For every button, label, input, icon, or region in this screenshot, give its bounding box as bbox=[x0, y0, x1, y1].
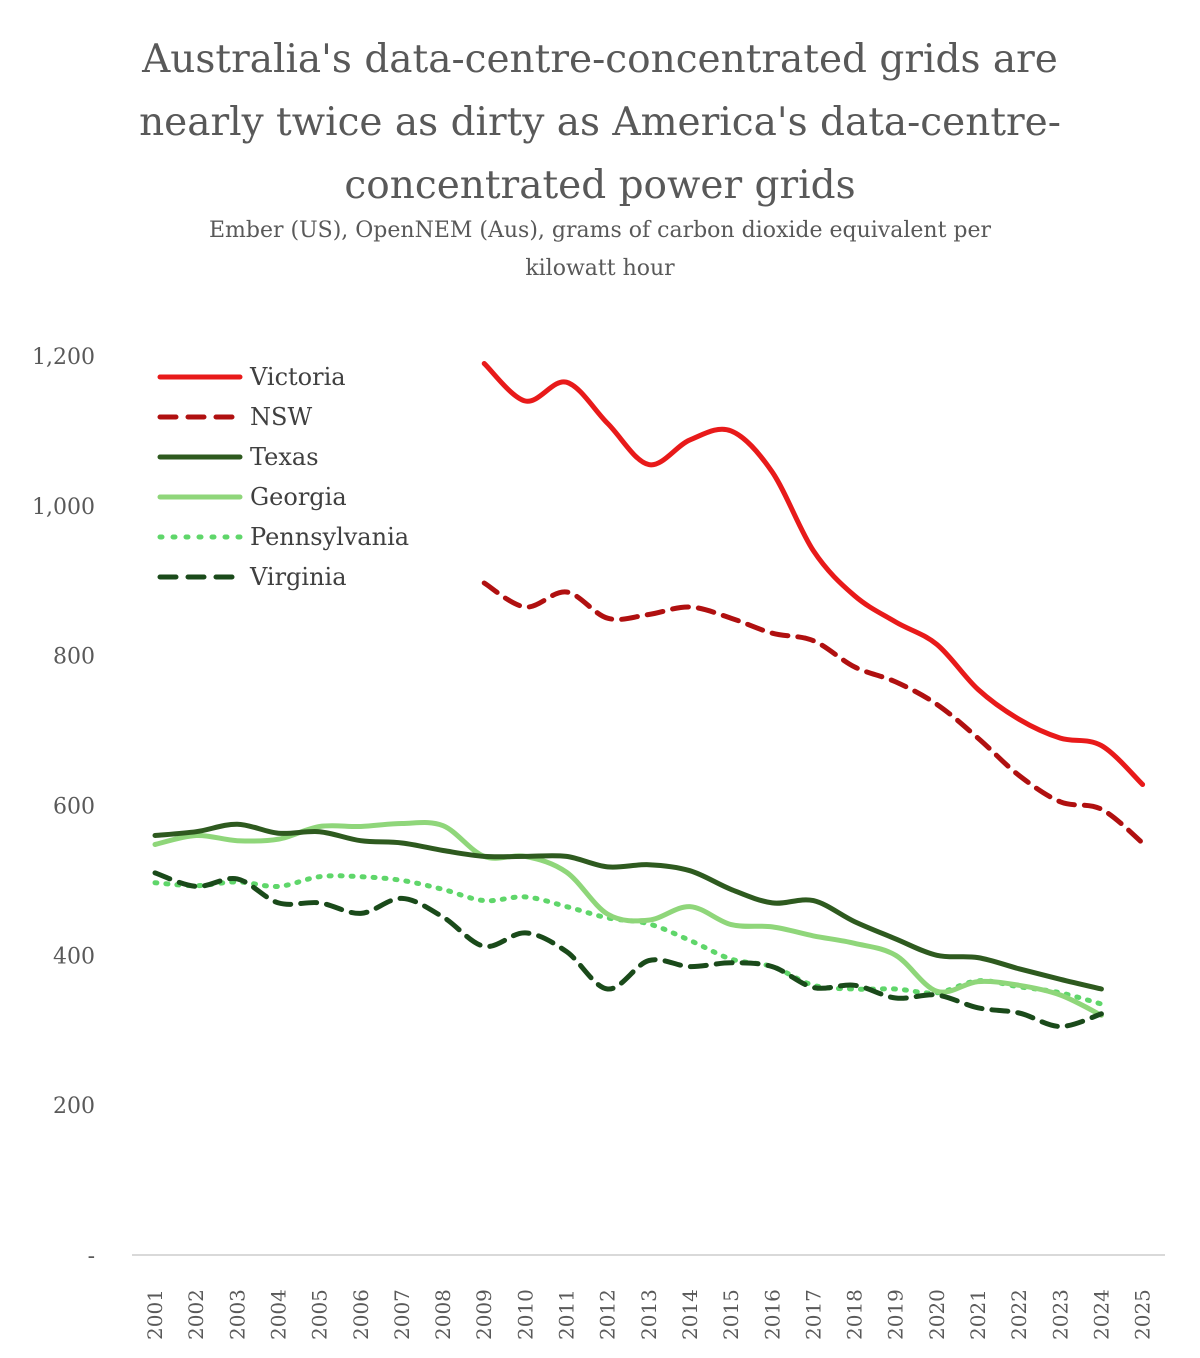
series-line-texas bbox=[152, 821, 1104, 992]
x-tick-label: 2020 bbox=[925, 1289, 949, 1340]
legend-label-pennsylvania: Pennsylvania bbox=[250, 523, 409, 551]
x-tick-label: 2021 bbox=[966, 1289, 990, 1340]
x-tick-label: 2002 bbox=[184, 1289, 208, 1340]
y-tick-label: 1,200 bbox=[32, 345, 95, 370]
y-tick-label: 600 bbox=[53, 795, 95, 820]
legend-label-virginia: Virginia bbox=[249, 563, 347, 591]
series-line-virginia bbox=[152, 870, 1104, 1030]
x-tick-label: 2022 bbox=[1007, 1289, 1031, 1340]
x-tick-label: 2009 bbox=[472, 1289, 496, 1340]
legend-label-texas: Texas bbox=[250, 443, 319, 471]
series-layer bbox=[152, 361, 1146, 1030]
chart-subtitle: Ember (US), OpenNEM (Aus), grams of carb… bbox=[208, 218, 992, 281]
x-tick-label: 2006 bbox=[349, 1289, 373, 1340]
x-tick-label: 2008 bbox=[431, 1289, 455, 1340]
chart-title: Australia's data-centre-concentrated gri… bbox=[139, 37, 1061, 208]
y-tick-label: 400 bbox=[53, 944, 95, 969]
x-tick-label: 2023 bbox=[1048, 1289, 1072, 1340]
x-tick-label: 2004 bbox=[266, 1289, 290, 1340]
axis-layer: - 200 400 600 800 1,000 1,200 2001 2002 2003 2004 2… bbox=[32, 345, 1165, 1340]
legend-label-georgia: Georgia bbox=[250, 483, 347, 511]
series-line-victoria bbox=[481, 361, 1146, 787]
series-line-pennsylvania bbox=[152, 873, 1104, 1007]
x-tick-label: 2012 bbox=[596, 1289, 620, 1340]
y-tick-label: - bbox=[88, 1244, 95, 1269]
legend-label-nsw: NSW bbox=[250, 403, 312, 431]
legend-label-victoria: Victoria bbox=[249, 363, 346, 391]
x-tick-label: 2025 bbox=[1131, 1289, 1155, 1340]
x-tick-label: 2005 bbox=[308, 1289, 332, 1340]
x-tick-label: 2011 bbox=[555, 1289, 579, 1340]
y-tick-label: 800 bbox=[53, 645, 95, 670]
x-tick-label: 2019 bbox=[884, 1289, 908, 1340]
x-tick-label: 2024 bbox=[1089, 1289, 1113, 1340]
x-tick-label: 2010 bbox=[513, 1289, 537, 1340]
x-tick-label: 2017 bbox=[801, 1289, 825, 1340]
x-tick-label: 2018 bbox=[843, 1289, 867, 1340]
y-tick-label: 200 bbox=[53, 1094, 95, 1119]
x-tick-label: 2007 bbox=[390, 1289, 414, 1340]
x-tick-label: 2014 bbox=[678, 1289, 702, 1340]
x-tick-label: 2016 bbox=[760, 1289, 784, 1340]
x-tick-label: 2003 bbox=[225, 1289, 249, 1340]
legend: Victoria NSW Texas Georgia Pennsylvania Virgi… bbox=[157, 363, 409, 591]
y-tick-label: 1,000 bbox=[32, 495, 95, 520]
x-tick-label: 2013 bbox=[637, 1289, 661, 1340]
x-tick-label: 2001 bbox=[143, 1289, 167, 1340]
x-tick-label: 2015 bbox=[719, 1289, 743, 1340]
series-line-georgia bbox=[152, 820, 1104, 1018]
series-line-nsw bbox=[481, 580, 1146, 846]
